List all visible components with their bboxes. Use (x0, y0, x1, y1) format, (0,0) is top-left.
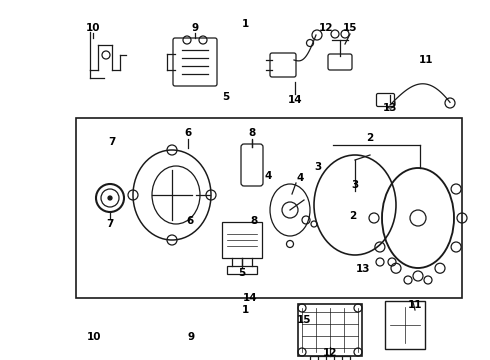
Text: 3: 3 (351, 180, 359, 190)
Text: 11: 11 (419, 55, 434, 66)
Text: 7: 7 (108, 137, 116, 147)
Bar (310, 356, 350, 360)
Text: 15: 15 (343, 23, 357, 33)
FancyBboxPatch shape (328, 54, 352, 70)
FancyBboxPatch shape (376, 94, 394, 107)
Text: 4: 4 (265, 171, 272, 181)
Text: 13: 13 (355, 264, 370, 274)
FancyBboxPatch shape (270, 53, 296, 77)
Text: 9: 9 (192, 23, 198, 33)
FancyBboxPatch shape (173, 38, 217, 86)
Circle shape (108, 196, 112, 200)
Text: 13: 13 (383, 103, 397, 113)
Text: 6: 6 (184, 128, 192, 138)
Text: 5: 5 (222, 92, 229, 102)
Text: 14: 14 (288, 95, 302, 105)
Text: 3: 3 (314, 162, 321, 172)
Text: 9: 9 (188, 332, 195, 342)
Text: 14: 14 (243, 293, 257, 303)
FancyBboxPatch shape (241, 144, 263, 186)
Text: 12: 12 (323, 348, 337, 358)
Text: 8: 8 (250, 216, 257, 226)
Text: 11: 11 (408, 300, 422, 310)
Text: 5: 5 (238, 268, 245, 278)
Bar (227, 266, 257, 274)
Text: 1: 1 (242, 305, 248, 315)
Text: 4: 4 (296, 173, 304, 183)
Bar (222, 222, 262, 258)
Text: 10: 10 (87, 332, 101, 342)
Text: 2: 2 (349, 211, 356, 221)
Text: 6: 6 (187, 216, 194, 226)
Bar (76, 118, 462, 298)
Text: 15: 15 (296, 315, 311, 325)
Text: 12: 12 (318, 23, 333, 33)
Bar (298, 304, 362, 356)
Text: 2: 2 (367, 133, 374, 143)
Text: 7: 7 (106, 219, 114, 229)
Bar (385, 301, 425, 349)
Text: 8: 8 (248, 128, 256, 138)
Text: 1: 1 (242, 19, 248, 30)
Text: 10: 10 (86, 23, 100, 33)
